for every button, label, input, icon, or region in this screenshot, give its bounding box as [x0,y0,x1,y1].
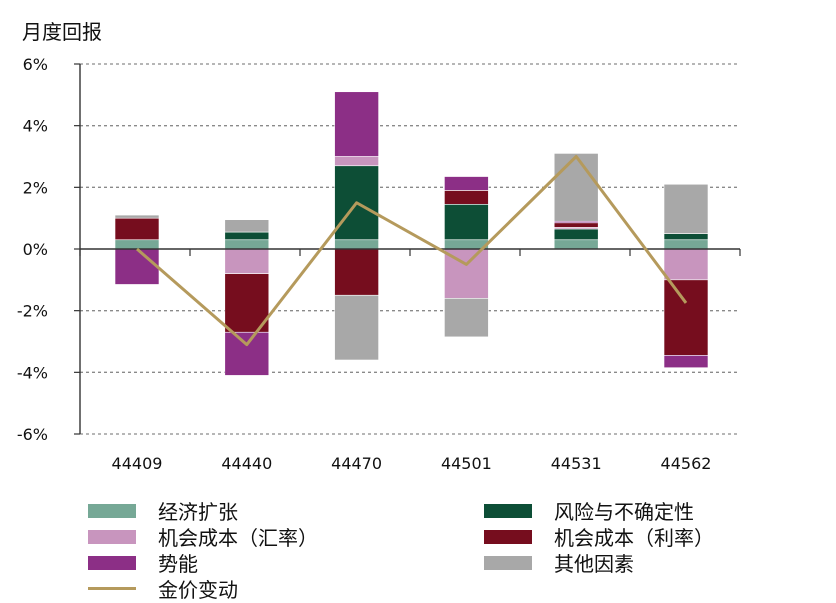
bar-economic_expansion [553,239,599,250]
y-tick-label: 0% [23,240,48,259]
bar-other [334,294,379,361]
y-axis-title: 月度回报 [22,20,102,44]
bar-opportunity_cost_rate [224,273,270,333]
bar-opportunity_cost_rate [114,217,160,241]
bar-other [114,214,160,219]
bar-momentum [663,355,709,369]
bar-risk_uncertainty [224,231,270,241]
line-gold-price [136,155,688,347]
bar-other [663,183,709,234]
x-tick-label: 44562 [661,454,712,473]
bar-other [224,219,270,233]
bar-risk_uncertainty [663,233,709,241]
x-tick-label: 44409 [112,454,163,473]
bar-risk_uncertainty [553,228,599,241]
bar-risk_uncertainty [444,203,489,241]
bar-other [553,153,599,222]
bar-opportunity_cost_fx [224,248,270,274]
bar-opportunity_cost_rate [444,190,489,205]
bar-economic_expansion [224,239,270,250]
bar-momentum [444,176,489,191]
x-tick-label: 44440 [221,454,272,473]
bar-opportunity_cost_rate [663,279,709,356]
bar-economic_expansion [114,239,160,250]
bar-economic_expansion [334,239,379,250]
bar-other [444,298,489,338]
y-tick-label: -6% [17,425,48,444]
y-tick-label: -4% [17,363,48,382]
bar-opportunity_cost_rate [334,248,379,296]
x-tick-label: 44531 [551,454,602,473]
y-tick-label: -2% [17,302,48,321]
bar-momentum [334,91,379,157]
y-tick-label: 2% [23,178,48,197]
y-tick-label: 4% [23,117,48,136]
bar-economic_expansion [663,239,709,250]
bar-opportunity_cost_rate [553,222,599,228]
y-tick-label: 6% [23,55,48,74]
x-tick-label: 44501 [441,454,492,473]
bar-opportunity_cost_fx [663,248,709,281]
x-tick-label: 44470 [331,454,382,473]
bar-opportunity_cost_fx [334,156,379,167]
bar-momentum [224,331,270,376]
bar-momentum [114,248,160,285]
